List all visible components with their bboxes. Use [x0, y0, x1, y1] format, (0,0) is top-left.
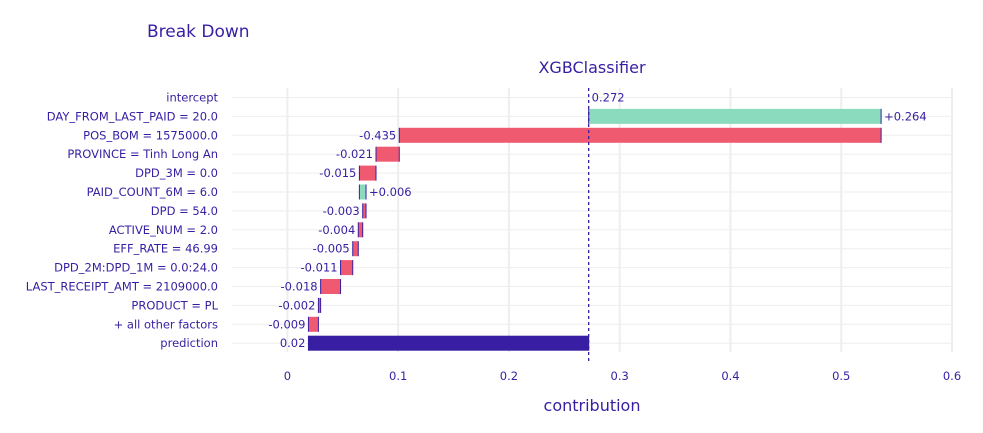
- x-tick-label: 0.1: [389, 369, 407, 383]
- chart-title: Break Down: [147, 22, 250, 42]
- value-label: -0.003: [323, 204, 360, 218]
- x-tick-label: 0.2: [500, 369, 518, 383]
- value-label: 0.272: [592, 91, 625, 105]
- row-label: DPD = 54.0: [151, 204, 218, 218]
- value-label: 0.02: [280, 336, 306, 350]
- row-label: + all other factors: [114, 317, 218, 331]
- contribution-bar: [376, 146, 400, 162]
- row-label: POS_BOM = 1575000.0: [83, 128, 218, 142]
- contribution-bar: [359, 184, 367, 200]
- labels: 0 0.1 0.2 0.3 0.4 0.5 0.6 intercept 0.272 DAY_FRO…: [26, 91, 961, 384]
- x-axis-title: contribution: [544, 396, 641, 415]
- value-label: +0.264: [884, 109, 927, 123]
- bars: [307, 88, 882, 362]
- contribution-bar: [399, 127, 882, 143]
- prediction-bar: [308, 335, 589, 351]
- contribution-bar: [358, 222, 363, 238]
- row-label: DPD_2M:DPD_1M = 0.0:24.0: [54, 261, 218, 275]
- contribution-bar: [352, 241, 359, 257]
- contribution-bar: [320, 279, 341, 294]
- value-label: -0.021: [336, 147, 373, 161]
- value-label: -0.011: [300, 261, 337, 275]
- row-label: PRODUCT = PL: [131, 298, 218, 312]
- contribution-bar: [588, 108, 882, 124]
- row-label: DPD_3M = 0.0: [135, 166, 218, 180]
- grid: [232, 88, 953, 352]
- value-label: -0.009: [268, 317, 305, 331]
- row-label: prediction: [160, 336, 218, 350]
- contribution-bar: [359, 165, 376, 181]
- row-label: LAST_RECEIPT_AMT = 2109000.0: [26, 280, 218, 294]
- value-label: -0.015: [319, 166, 356, 180]
- x-tick-label: 0.4: [721, 369, 739, 383]
- x-tick-label: 0: [284, 369, 291, 383]
- row-label: PROVINCE = Tinh Long An: [67, 147, 218, 161]
- value-label: -0.435: [359, 128, 396, 142]
- value-label: -0.005: [313, 242, 350, 256]
- contribution-bar: [362, 203, 367, 219]
- value-label: -0.018: [281, 280, 318, 294]
- contribution-bar: [340, 260, 353, 276]
- row-label: intercept: [166, 91, 218, 105]
- contribution-bar: [318, 297, 321, 313]
- row-label: EFF_RATE = 46.99: [113, 242, 218, 256]
- x-tick-label: 0.3: [611, 369, 629, 383]
- row-label: PAID_COUNT_6M = 6.0: [87, 185, 218, 199]
- value-label: -0.002: [278, 298, 315, 312]
- contribution-bar: [308, 316, 319, 332]
- x-tick-label: 0.5: [832, 369, 850, 383]
- value-label: +0.006: [369, 185, 412, 199]
- row-label: ACTIVE_NUM = 2.0: [109, 223, 218, 237]
- value-label: -0.004: [318, 223, 355, 237]
- chart-subtitle: XGBClassifier: [538, 58, 646, 77]
- row-label: DAY_FROM_LAST_PAID = 20.0: [47, 109, 218, 123]
- x-tick-label: 0.6: [943, 369, 961, 383]
